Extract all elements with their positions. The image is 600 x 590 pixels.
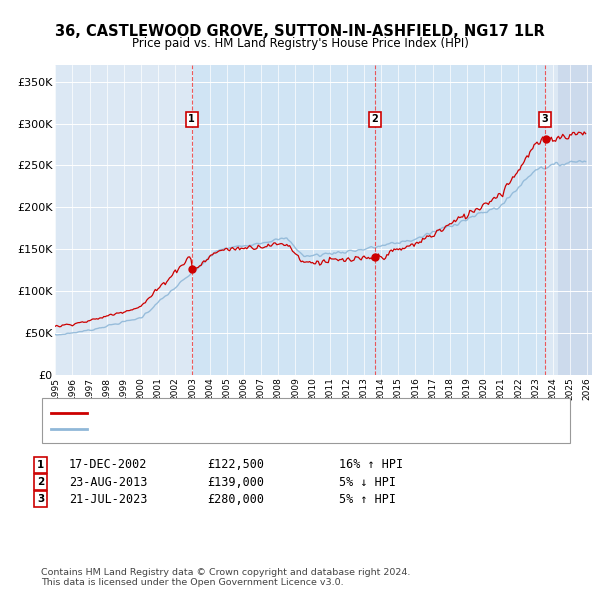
Text: 1: 1 xyxy=(188,114,195,124)
Text: 1: 1 xyxy=(37,460,44,470)
Text: £139,000: £139,000 xyxy=(207,476,264,489)
Text: HPI: Average price, detached house, Ashfield: HPI: Average price, detached house, Ashf… xyxy=(93,424,328,434)
Text: £280,000: £280,000 xyxy=(207,493,264,506)
Text: 2: 2 xyxy=(37,477,44,487)
Text: 17-DEC-2002: 17-DEC-2002 xyxy=(69,458,148,471)
Text: 3: 3 xyxy=(37,494,44,504)
Text: £122,500: £122,500 xyxy=(207,458,264,471)
Text: 2: 2 xyxy=(371,114,379,124)
Bar xyxy=(558,65,592,375)
Bar xyxy=(192,65,545,375)
Text: 36, CASTLEWOOD GROVE, SUTTON-IN-ASHFIELD, NG17 1LR (detached house): 36, CASTLEWOOD GROVE, SUTTON-IN-ASHFIELD… xyxy=(93,408,499,418)
Text: 3: 3 xyxy=(542,114,548,124)
Text: 16% ↑ HPI: 16% ↑ HPI xyxy=(339,458,403,471)
Text: 21-JUL-2023: 21-JUL-2023 xyxy=(69,493,148,506)
Text: 23-AUG-2013: 23-AUG-2013 xyxy=(69,476,148,489)
Text: 5% ↓ HPI: 5% ↓ HPI xyxy=(339,476,396,489)
Text: 5% ↑ HPI: 5% ↑ HPI xyxy=(339,493,396,506)
Text: 36, CASTLEWOOD GROVE, SUTTON-IN-ASHFIELD, NG17 1LR: 36, CASTLEWOOD GROVE, SUTTON-IN-ASHFIELD… xyxy=(55,24,545,38)
Text: Price paid vs. HM Land Registry's House Price Index (HPI): Price paid vs. HM Land Registry's House … xyxy=(131,37,469,50)
Text: Contains HM Land Registry data © Crown copyright and database right 2024.
This d: Contains HM Land Registry data © Crown c… xyxy=(41,568,410,587)
